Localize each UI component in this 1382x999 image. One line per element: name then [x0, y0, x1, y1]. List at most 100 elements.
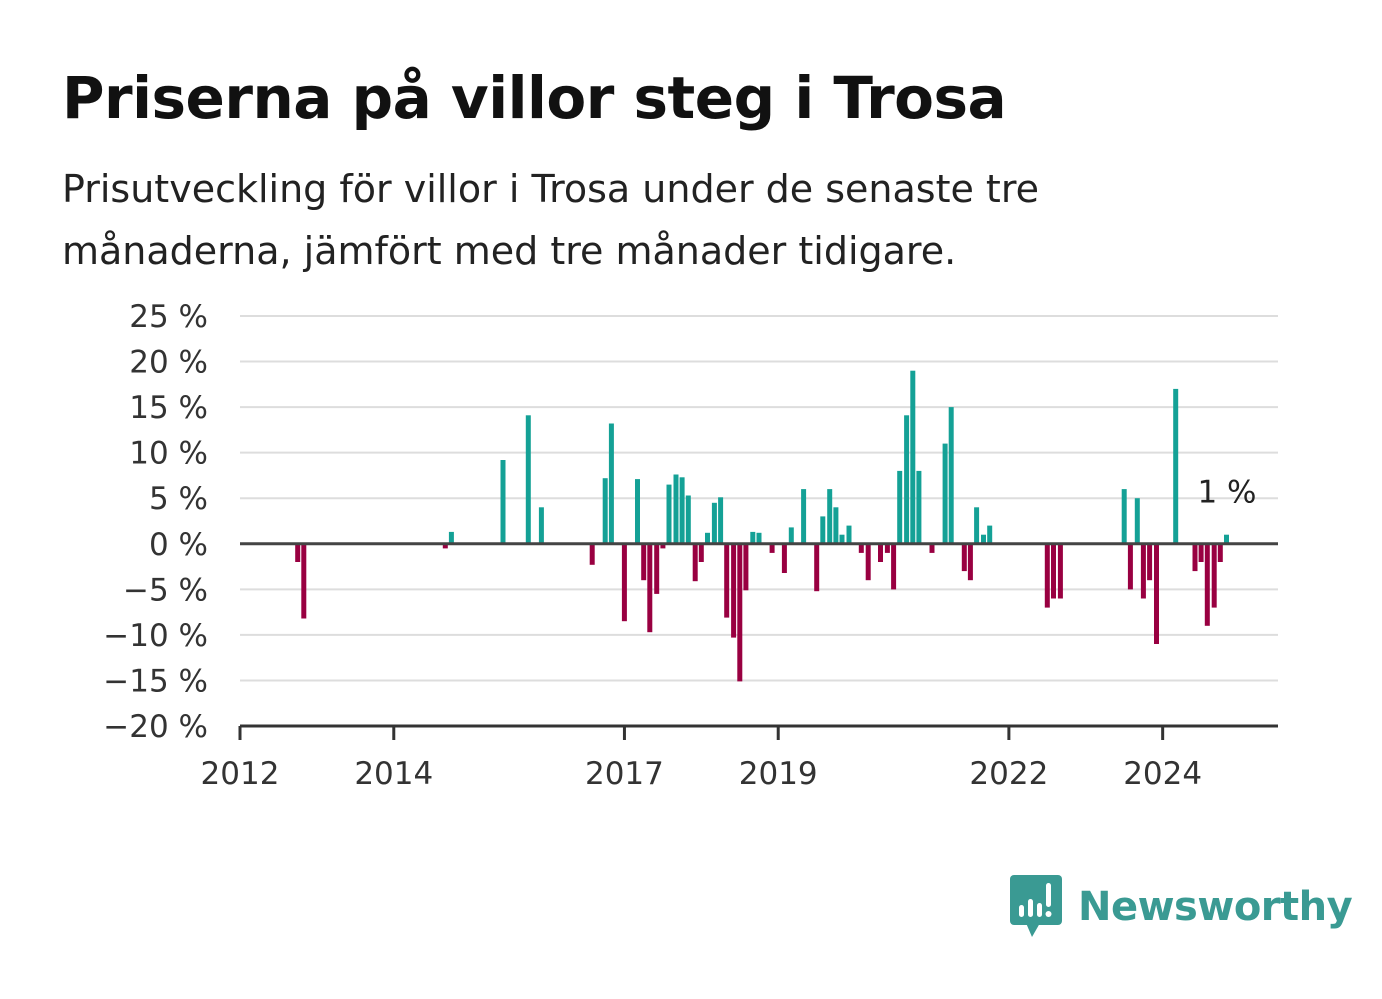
bar — [974, 507, 980, 544]
bar — [500, 460, 506, 544]
bar — [635, 479, 640, 544]
brand-name: Newsworthy — [1078, 884, 1353, 930]
bar — [679, 477, 685, 544]
bar — [781, 543, 787, 573]
bar — [647, 543, 653, 633]
bar — [301, 543, 307, 619]
annotations: 1 % — [1197, 475, 1256, 511]
x-tick-label: 2014 — [354, 756, 433, 792]
bar — [442, 543, 448, 549]
bar — [621, 543, 627, 622]
x-tick-label: 2019 — [739, 756, 818, 792]
bar — [827, 489, 833, 544]
bar — [1173, 388, 1179, 544]
bar — [673, 474, 679, 544]
bar — [589, 543, 595, 565]
bar — [884, 543, 890, 553]
newsworthy-chart-bubble-icon — [1010, 875, 1062, 937]
bar — [660, 543, 666, 549]
bar — [743, 543, 749, 591]
bars — [295, 370, 1229, 682]
bar — [654, 543, 660, 594]
bar — [820, 516, 826, 544]
bar — [916, 470, 922, 544]
bar — [1198, 543, 1204, 562]
bar — [448, 531, 454, 544]
bar — [1204, 543, 1210, 626]
bar — [865, 543, 871, 581]
bar — [1134, 498, 1140, 544]
bar — [692, 543, 698, 582]
bar — [737, 543, 743, 682]
bar — [666, 484, 672, 544]
bar — [981, 534, 986, 544]
bar — [1211, 543, 1217, 608]
bar — [1044, 543, 1050, 608]
bar — [904, 415, 910, 544]
bar — [833, 507, 839, 544]
bar — [641, 543, 647, 581]
y-tick-label: 15 % — [129, 390, 208, 426]
bar — [1224, 534, 1229, 544]
bar — [897, 470, 903, 544]
newsworthy-logo: Newsworthy — [1010, 874, 1353, 940]
bar — [1127, 543, 1133, 590]
bar — [1057, 543, 1063, 599]
y-tick-label: 20 % — [129, 345, 208, 381]
bar — [1154, 543, 1159, 644]
bar — [1121, 489, 1127, 544]
bar — [1192, 543, 1198, 572]
bar — [718, 497, 724, 544]
bar — [685, 495, 691, 544]
bar — [942, 443, 948, 544]
bar — [891, 543, 897, 590]
x-tick-label: 2017 — [585, 756, 664, 792]
bar — [814, 543, 820, 592]
y-tick-label: 25 % — [129, 299, 208, 335]
x-tick-label: 2012 — [201, 756, 280, 792]
bar — [801, 489, 807, 544]
x-tick-label: 2022 — [969, 756, 1048, 792]
bar — [1051, 543, 1056, 599]
y-tick-labels: 25 % 20 % 15 % 10 % 5 % 0 % −5 % −10 % −15 % −20 … — [103, 299, 208, 745]
bar — [731, 543, 737, 638]
bar — [698, 543, 704, 562]
bar — [608, 423, 614, 544]
bar — [858, 543, 864, 553]
bar — [711, 502, 717, 544]
bar — [602, 478, 608, 544]
y-tick-label: −15 % — [103, 663, 208, 699]
bar — [839, 534, 845, 544]
x-tick-labels: 2012 2014 2017 2019 2022 2024 — [201, 756, 1203, 792]
bar — [961, 543, 967, 572]
bar — [878, 543, 883, 562]
bar — [948, 407, 954, 544]
bar — [295, 543, 301, 562]
axes — [238, 542, 1278, 740]
y-tick-label: 0 % — [149, 527, 208, 563]
chart-subtitle: Prisutveckling för villor i Trosa under … — [62, 167, 1039, 273]
y-tick-label: −5 % — [123, 572, 208, 608]
bar — [1147, 543, 1153, 581]
chart-title: Priserna på villor steg i Trosa — [62, 64, 1007, 132]
bar — [769, 543, 775, 553]
x-tick-label: 2024 — [1123, 756, 1202, 792]
bar — [1217, 543, 1223, 562]
bar — [756, 532, 762, 544]
bar — [724, 543, 730, 618]
bar — [987, 525, 993, 544]
y-gridlines — [240, 315, 1278, 682]
y-tick-label: 5 % — [149, 481, 208, 517]
bar — [538, 507, 544, 544]
bar — [967, 543, 973, 581]
y-tick-label: −10 % — [103, 618, 208, 654]
bar — [910, 370, 916, 544]
bar — [750, 531, 756, 544]
bar — [525, 415, 531, 544]
y-tick-label: −20 % — [103, 709, 208, 745]
bar — [1140, 543, 1146, 599]
bar — [846, 525, 852, 544]
bar — [788, 527, 794, 544]
last-value-label: 1 % — [1197, 475, 1256, 511]
bar — [705, 532, 710, 544]
